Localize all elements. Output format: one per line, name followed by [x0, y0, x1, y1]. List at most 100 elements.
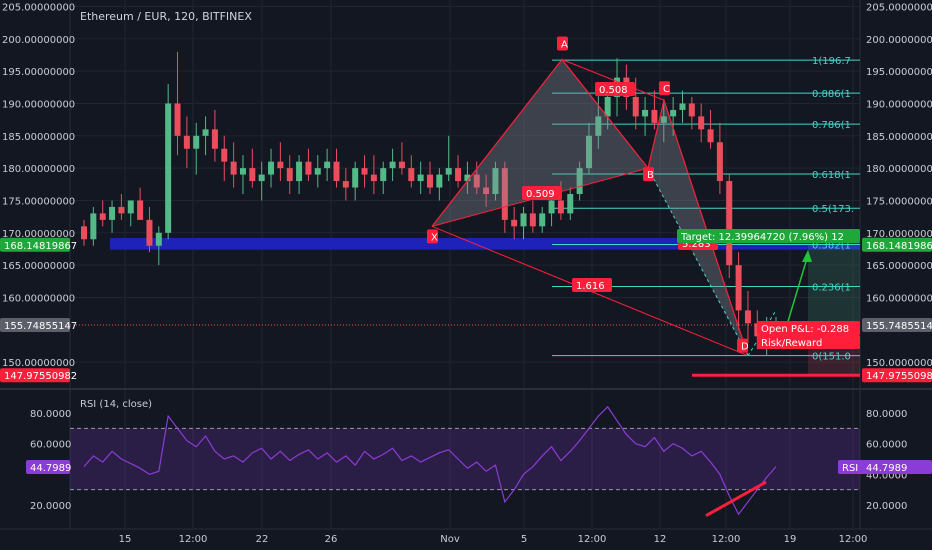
rsi-badge-left-text: 44.7989	[30, 463, 71, 474]
candle-body	[445, 168, 452, 175]
candle-body	[324, 161, 331, 169]
price-tick-right: 175.00000000	[866, 196, 932, 207]
candle-body	[258, 174, 265, 182]
candle-body	[183, 135, 190, 149]
price-tick-right: 185.00000000	[866, 132, 932, 143]
time-tick: 5	[521, 534, 527, 545]
candle-body	[352, 168, 359, 188]
candle-body	[314, 168, 321, 175]
rsi-badge-value: 44.7989	[866, 463, 907, 474]
pattern-point-a: A	[557, 36, 568, 51]
candle-body	[604, 97, 611, 117]
price-badge-left: 168.14819867	[0, 237, 77, 252]
candle-body	[660, 116, 667, 123]
candle-body	[567, 194, 574, 214]
pattern-bcd	[648, 100, 748, 356]
rsi-line	[83, 405, 777, 516]
target-label: Target: 12.39964720 (7.96%) 12	[677, 229, 860, 243]
price-badge-left: 155.74855147	[0, 317, 77, 332]
candle-body	[483, 187, 490, 194]
candle-body	[707, 129, 714, 143]
time-tick: 26	[325, 534, 338, 545]
rsi-pane	[70, 405, 860, 518]
time-tick: 12:00	[712, 534, 741, 545]
candle-body	[221, 148, 228, 162]
pattern-ratio-text: 5.283	[682, 239, 711, 250]
candle-body	[408, 168, 415, 182]
open-pl-label-text: Open P&L: -0.288	[761, 324, 849, 335]
time-tick: 12:00	[179, 534, 208, 545]
candle-body	[455, 168, 462, 182]
candle-body	[688, 103, 695, 117]
price-tick-left: 185.00000000	[2, 132, 75, 143]
time-tick: 22	[256, 534, 269, 545]
candle-body	[389, 161, 396, 169]
pattern-point-b: B	[643, 167, 654, 182]
candle-body	[202, 129, 209, 136]
risk-reward-label-text: Risk/Reward	[761, 338, 822, 349]
pattern-ratio-text: 1.616	[576, 281, 605, 292]
price-tick-left: 205.00000000	[2, 2, 75, 13]
rsi-badge-left: 44.7989	[26, 459, 71, 474]
grid	[70, 0, 860, 528]
pattern-point-d-text: D	[741, 342, 749, 353]
candle-body	[716, 142, 723, 182]
candle-body	[118, 206, 125, 214]
pattern-point-d: D	[737, 338, 749, 353]
candle-body	[361, 168, 368, 175]
pattern-ratio: 1.616	[572, 278, 612, 292]
rsi-tick-right: 40.0000	[866, 470, 907, 481]
fib-label: 0.786(1	[812, 120, 851, 131]
target-label-text: Target: 12.39964720 (7.96%) 12	[680, 232, 844, 243]
rsi-band	[70, 428, 860, 490]
candle-body	[90, 213, 97, 240]
candle-body	[296, 161, 303, 182]
candle-body	[492, 168, 499, 194]
price-tick-left: 150.00000000	[2, 358, 75, 369]
pattern-ratio-text: 0.509	[526, 189, 555, 200]
candle-body	[651, 109, 658, 123]
candle-body	[193, 135, 200, 149]
candle-body	[529, 213, 536, 227]
candle-body	[464, 174, 471, 182]
risk-reward-label: Risk/Reward	[757, 335, 860, 349]
candle-body	[585, 135, 592, 169]
fib-label: 0.5(173.	[812, 204, 854, 215]
price-badge-right-text: 147.97550982	[866, 371, 932, 382]
candle-body	[230, 161, 237, 175]
fib-label: 0.618(1	[812, 170, 851, 181]
time-tick: 12	[654, 534, 667, 545]
rsi-tick-right: 80.0000	[866, 409, 907, 420]
candle-body	[548, 200, 555, 214]
rsi-badge-right: RSI 44.7989	[838, 459, 932, 474]
price-tick-right: 190.00000000	[866, 99, 932, 110]
candle-body	[595, 116, 602, 136]
candle-body	[165, 103, 172, 233]
price-badge-right: 147.97550982	[862, 368, 932, 383]
candle-body	[155, 232, 162, 246]
arrow-head	[802, 250, 812, 262]
price-tick-right: 195.00000000	[866, 67, 932, 78]
pattern-ratio: 0.508	[595, 82, 635, 96]
candle-body	[127, 200, 134, 214]
candle-body	[99, 213, 106, 220]
time-tick: 15	[119, 534, 132, 545]
fib-label: 0.236(1	[812, 282, 851, 293]
fib-label: 1(196.7	[812, 56, 851, 67]
candle-body	[370, 174, 377, 182]
time-tick: 12:00	[839, 534, 868, 545]
candle-body	[632, 97, 639, 117]
price-tick-right: 160.00000000	[866, 293, 932, 304]
rsi-tick-left: 20.0000	[30, 501, 71, 512]
price-tick-right: 205.00000000	[866, 2, 932, 13]
candle-body	[249, 168, 256, 182]
pattern-point-c-text: C	[663, 84, 670, 95]
price-tick-right: 200.00000000	[866, 35, 932, 46]
candle-body	[398, 161, 405, 169]
price-tick-left: 175.00000000	[2, 196, 75, 207]
pattern-point-x: X	[427, 229, 438, 244]
price-badge-left-text: 147.97550982	[4, 371, 77, 382]
candle-body	[698, 116, 705, 130]
pattern-ratio: 0.509	[522, 186, 562, 200]
fib-label: 0.886(1	[812, 89, 851, 100]
